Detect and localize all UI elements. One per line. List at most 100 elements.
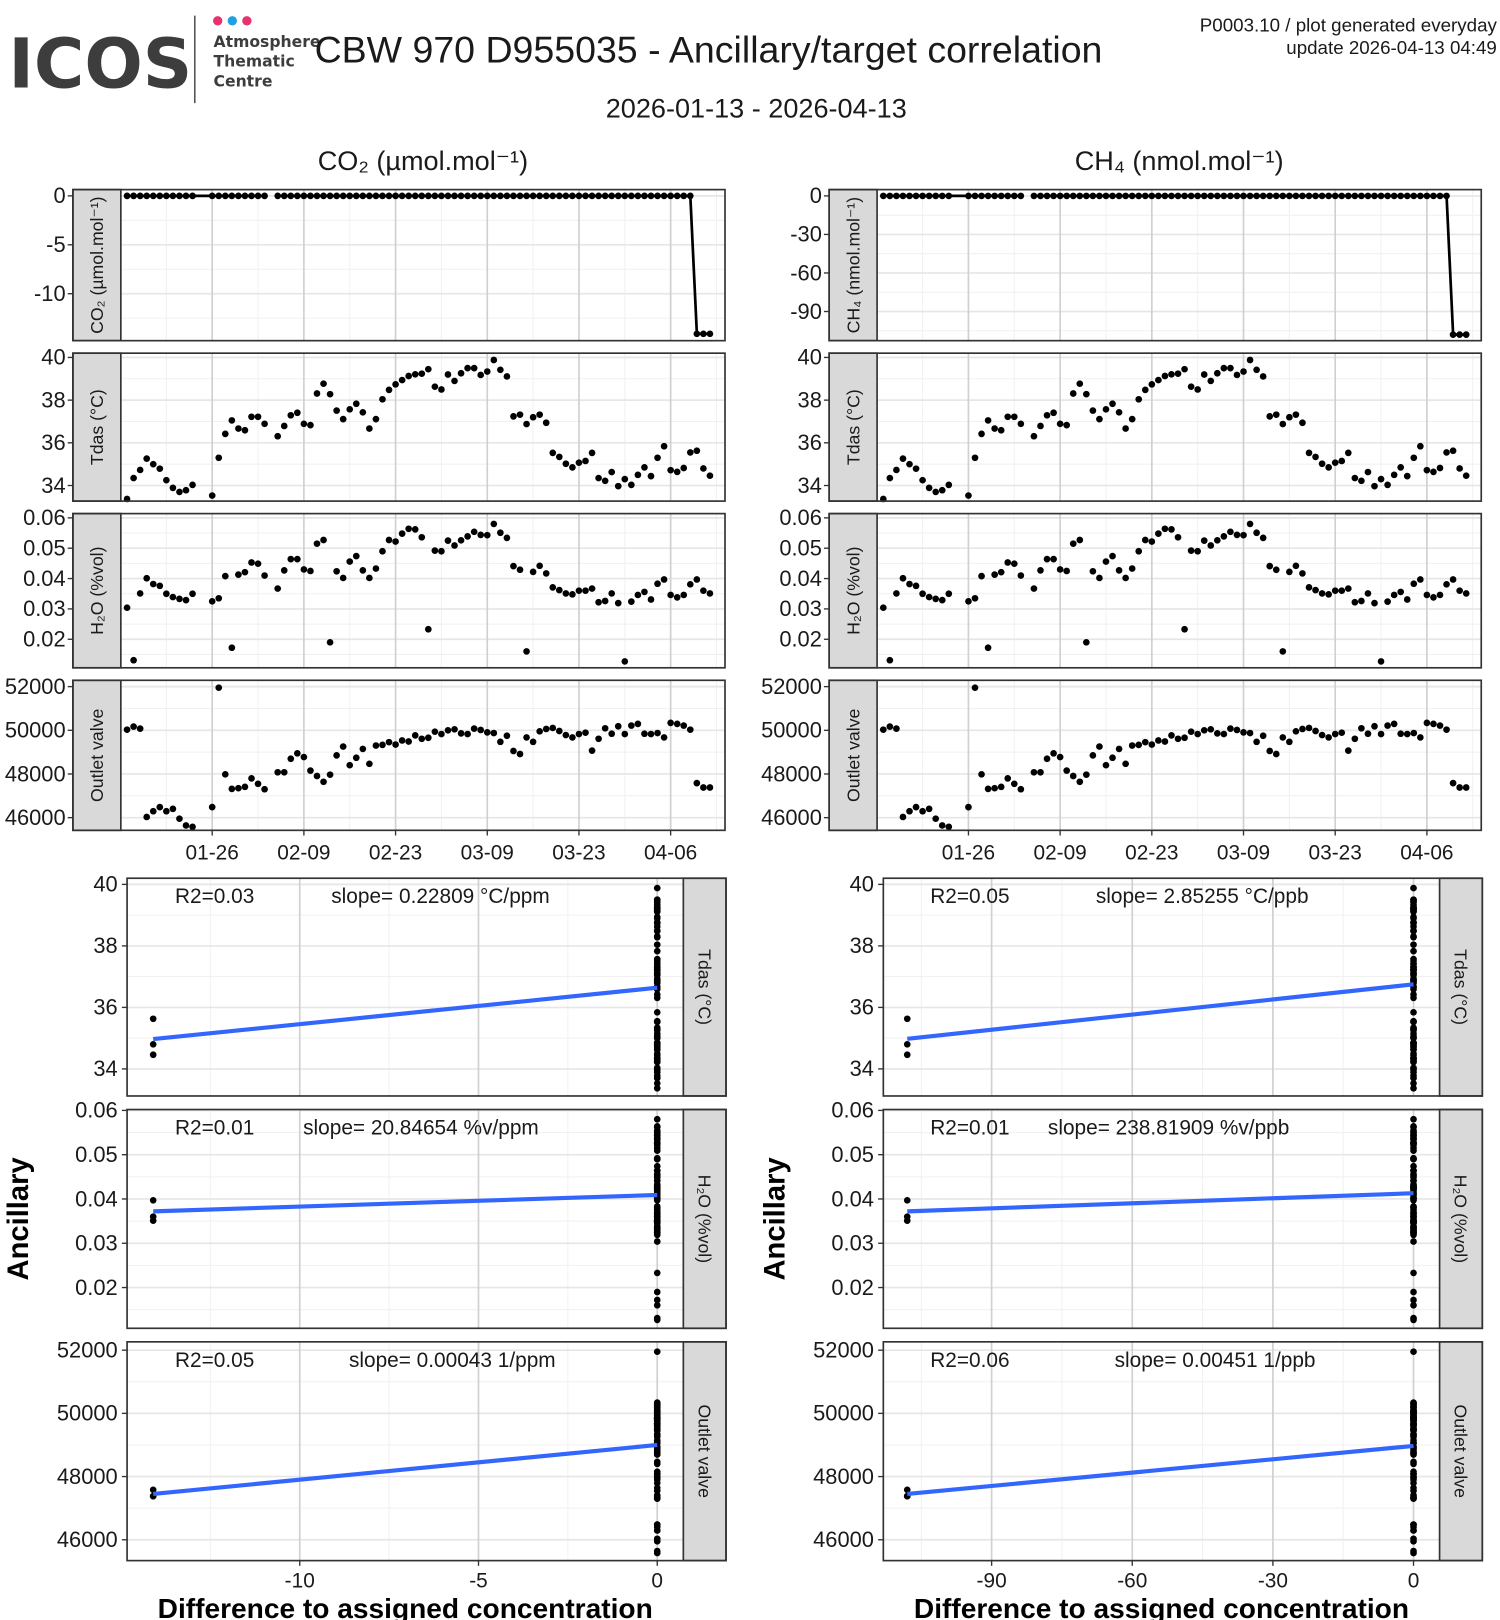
data-point <box>398 737 406 744</box>
data-point <box>1096 743 1103 750</box>
data-point <box>614 722 622 730</box>
data-point <box>1443 192 1450 200</box>
strip-label: Outlet valve <box>87 708 107 802</box>
data-point <box>903 1217 911 1225</box>
data-point <box>1462 590 1470 597</box>
data-point <box>523 734 530 741</box>
data-point <box>614 482 622 490</box>
x-tick-label: 0 <box>651 1570 663 1593</box>
data-point <box>189 481 196 489</box>
data-point <box>483 368 491 375</box>
x-tick-label: -5 <box>469 1570 488 1593</box>
data-point <box>483 192 491 200</box>
data-point <box>912 192 920 200</box>
data-point <box>1279 734 1287 741</box>
data-point <box>424 734 432 742</box>
data-point <box>1207 192 1215 200</box>
scatter-panel-outlet_valve: R2=0.05 slope= 0.00043 1/ppm Outlet valve 4… <box>57 1337 727 1593</box>
data-point <box>601 597 609 605</box>
data-point <box>451 377 458 385</box>
panel-border <box>882 877 1484 1097</box>
data-point <box>1410 1348 1417 1356</box>
data-point <box>1318 590 1326 597</box>
panel-border <box>828 679 1483 832</box>
data-point <box>1187 547 1195 554</box>
data-point <box>444 371 452 378</box>
data-point <box>510 562 517 570</box>
data-point <box>1384 192 1391 200</box>
data-point <box>1417 576 1424 583</box>
data-point <box>346 761 354 769</box>
data-point <box>1168 370 1175 378</box>
data-point <box>1417 192 1424 200</box>
data-point <box>1037 192 1044 200</box>
data-point <box>1259 192 1267 200</box>
data-point <box>1246 192 1254 200</box>
data-point <box>307 567 314 575</box>
data-point <box>1089 407 1097 414</box>
data-point <box>706 472 714 480</box>
data-point <box>978 192 985 200</box>
data-point <box>614 192 622 200</box>
data-point <box>582 729 589 737</box>
data-point <box>385 192 393 200</box>
data-point <box>1187 192 1195 200</box>
data-point <box>280 192 288 200</box>
data-point <box>1364 192 1372 200</box>
data-point <box>1384 481 1391 489</box>
data-point <box>1443 449 1450 456</box>
data-point <box>653 1008 661 1016</box>
data-point <box>945 192 953 200</box>
data-point <box>680 591 688 599</box>
data-point <box>536 562 543 570</box>
data-point <box>1417 442 1424 450</box>
data-point <box>1030 432 1038 440</box>
data-point <box>1096 192 1103 200</box>
data-point <box>477 531 485 539</box>
y-tick-label: 0 <box>810 183 822 208</box>
data-point <box>653 1162 661 1170</box>
data-point <box>653 1204 661 1211</box>
data-point <box>555 727 563 735</box>
y-tick-label: 38 <box>41 387 65 412</box>
data-point <box>1410 454 1418 462</box>
data-point <box>1410 1316 1417 1324</box>
data-point <box>241 568 249 576</box>
data-point <box>1410 975 1417 982</box>
data-point <box>1168 526 1175 533</box>
data-point <box>653 994 661 1002</box>
data-point <box>405 192 413 200</box>
data-point <box>326 390 334 398</box>
data-point <box>1292 727 1300 735</box>
regression-line <box>153 1192 658 1214</box>
data-point <box>1194 192 1202 200</box>
y-tick-label: 0.06 <box>23 505 66 530</box>
logo-sub-1: Atmosphere <box>214 33 321 51</box>
y-tick-label: 34 <box>798 473 822 498</box>
data-point <box>1253 366 1260 374</box>
x-tick-label: -10 <box>285 1570 315 1593</box>
data-point <box>123 726 131 733</box>
data-point <box>1115 408 1123 416</box>
y-tick-label: 0.04 <box>23 566 66 591</box>
data-point <box>653 1219 661 1227</box>
panel-border <box>126 877 727 1097</box>
regression-line <box>907 1443 1414 1497</box>
data-point <box>653 1420 661 1428</box>
data-point <box>523 648 530 655</box>
data-point <box>1430 468 1437 476</box>
data-point <box>1351 192 1359 200</box>
strip <box>828 352 878 502</box>
data-point <box>653 1296 661 1304</box>
data-point <box>1312 453 1319 461</box>
data-point <box>919 476 926 484</box>
data-point <box>379 395 386 403</box>
y-tick-label: 46000 <box>57 1527 118 1552</box>
data-point <box>287 555 295 563</box>
data-point <box>254 192 262 200</box>
data-point <box>542 419 550 427</box>
data-point <box>925 593 933 601</box>
data-point <box>418 735 426 743</box>
data-point <box>1410 1147 1417 1155</box>
y-tick-label: 48000 <box>57 1464 118 1489</box>
